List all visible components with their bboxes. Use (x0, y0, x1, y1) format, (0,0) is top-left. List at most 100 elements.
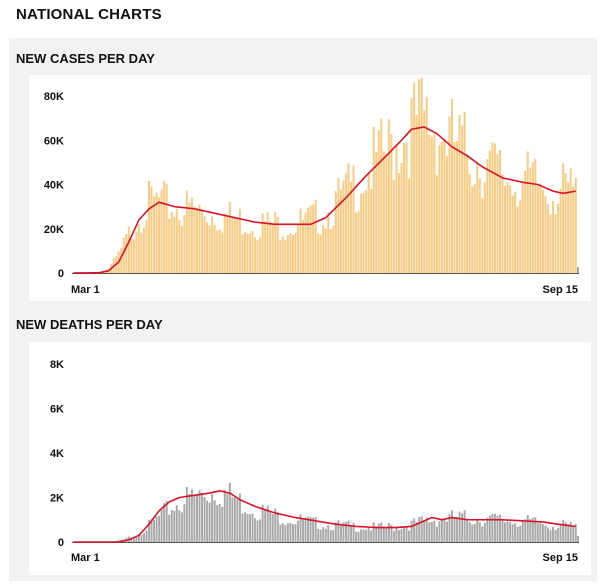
deaths-bar (274, 508, 277, 542)
deaths-bar (137, 534, 140, 542)
cases-bar (145, 220, 148, 273)
cases-bar (478, 178, 481, 273)
deaths-bar (569, 521, 572, 542)
cases-bar (451, 99, 453, 274)
deaths-average-line (73, 490, 576, 543)
y-tick-label: 40K (44, 180, 64, 192)
deaths-bar (170, 509, 173, 542)
deaths-bar (385, 526, 388, 542)
cases-bar (337, 178, 340, 273)
cases-bar (309, 205, 312, 273)
cases-bar (226, 215, 229, 273)
cases-bar (246, 233, 249, 273)
cases-bar (196, 207, 198, 273)
deaths-bar (153, 519, 156, 542)
cases-bar (403, 142, 406, 273)
cases-bar (398, 173, 400, 273)
deaths-bar (203, 496, 206, 542)
deaths-bar (289, 522, 292, 542)
deaths-bar (511, 524, 514, 542)
cases-bar (193, 206, 196, 273)
cases-bar (531, 161, 534, 273)
cases-bar (319, 234, 322, 273)
cases-bar (574, 177, 577, 273)
deaths-bar (415, 522, 418, 542)
deaths-bar (372, 522, 375, 542)
cases-bar (377, 130, 380, 273)
deaths-bar (183, 504, 186, 542)
deaths-bar (375, 526, 378, 542)
cases-bar (299, 208, 302, 273)
cases-bar (554, 214, 557, 273)
deaths-bar (400, 528, 403, 542)
cases-bar (541, 189, 544, 273)
deaths-bar (357, 531, 360, 542)
deaths-bar (355, 531, 358, 542)
deaths-bar (549, 529, 552, 542)
deaths-bars (110, 482, 577, 542)
cases-bar (506, 182, 509, 273)
cases-bar (382, 151, 385, 273)
deaths-bar (155, 516, 158, 542)
deaths-bar (554, 529, 557, 542)
cases-bars (74, 77, 577, 274)
deaths-bar (259, 519, 262, 542)
cases-bar (302, 219, 305, 273)
deaths-bar (264, 510, 267, 542)
deaths-bar (132, 537, 135, 542)
deaths-bar (461, 513, 464, 542)
cases-bar (256, 239, 259, 273)
deaths-bar (294, 524, 297, 542)
deaths-bar (491, 513, 494, 542)
cases-bar (127, 226, 130, 273)
deaths-bar (314, 516, 317, 542)
deaths-bar (208, 502, 211, 542)
cases-bar (481, 198, 484, 273)
deaths-bar (481, 526, 484, 542)
cases-bar (125, 234, 128, 273)
cases-bar (249, 233, 251, 273)
cases-bar (567, 182, 570, 273)
deaths-bar (433, 520, 436, 542)
deaths-bar (196, 494, 198, 542)
deaths-bar (271, 514, 274, 542)
cases-bar (294, 233, 297, 273)
cases-bar (223, 213, 226, 273)
deaths-chart: 0 2K 4K 6K 8K Mar 1 Sep 15 (50, 359, 579, 564)
cases-chart: 0 20K 40K 60K 80K Mar 1 Sep 15 (44, 77, 579, 296)
cases-bar (352, 165, 355, 273)
cases-bar (536, 185, 539, 273)
deaths-bar (249, 514, 251, 542)
cases-bar (468, 173, 471, 273)
deaths-bar (365, 529, 368, 542)
cases-bar (286, 234, 289, 273)
deaths-bar (117, 540, 120, 542)
cases-bar (170, 212, 173, 273)
deaths-bar (322, 527, 325, 542)
deaths-bar (269, 511, 272, 542)
x-tick-label-start: Mar 1 (71, 552, 100, 564)
cases-bar (400, 163, 403, 273)
deaths-bar (521, 521, 524, 542)
cases-bar (344, 173, 347, 273)
deaths-bar (297, 520, 299, 542)
deaths-bar (188, 493, 191, 542)
cases-bar (546, 204, 549, 273)
deaths-bar (266, 505, 269, 542)
deaths-bar (403, 526, 406, 542)
cases-bar (130, 238, 133, 273)
cases-bar (380, 118, 383, 273)
cases-bar (243, 232, 246, 273)
deaths-bar (408, 530, 411, 542)
deaths-bar (458, 511, 461, 542)
deaths-bar (435, 526, 438, 542)
deaths-bar (410, 520, 413, 542)
cases-bar (208, 225, 211, 273)
deaths-bar (395, 526, 398, 542)
cases-bar (557, 203, 560, 273)
cases-bar (148, 180, 150, 273)
deaths-bar (478, 522, 481, 542)
deaths-bar (476, 519, 479, 542)
cases-bar (499, 149, 501, 273)
cases-bar (355, 212, 358, 273)
